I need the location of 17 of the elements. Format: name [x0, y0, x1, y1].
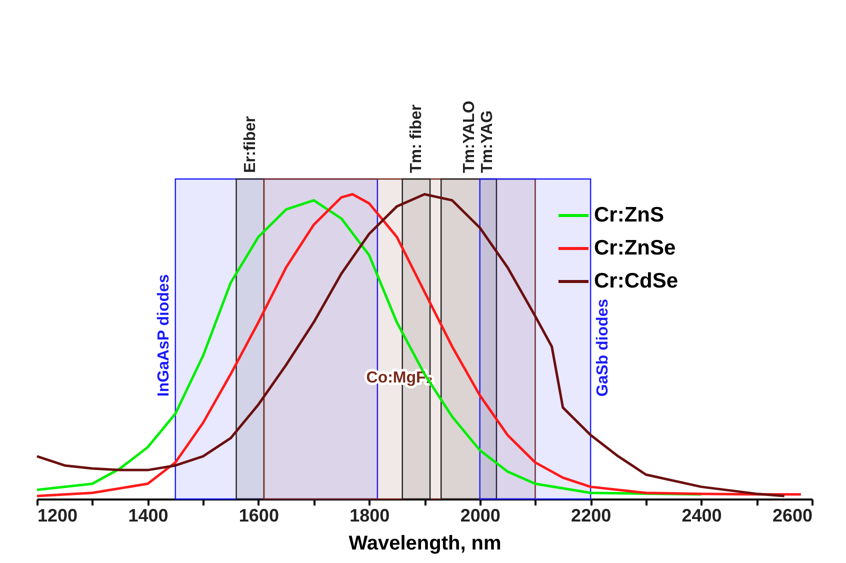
band-label: InGaAsP diodes — [155, 274, 172, 397]
legend-label: Cr:CdSe — [594, 270, 678, 292]
band-label: GaSb diodes — [594, 298, 612, 397]
x-tick-label: 2600 — [772, 506, 812, 526]
x-tick-label: 1400 — [128, 506, 168, 526]
band-label: Tm: fiber — [408, 104, 426, 173]
band-label: Er:fiber — [242, 116, 260, 173]
legend-label: Cr:ZnS — [594, 204, 664, 226]
x-tick-label: 2200 — [571, 506, 612, 526]
x-axis-title: Wavelength, nm — [348, 532, 502, 554]
legend-label: Cr:ZnSe — [594, 236, 676, 260]
x-tick-label: 1200 — [38, 506, 78, 526]
x-tick-label: 2400 — [682, 506, 722, 526]
x-tick-label: 2000 — [460, 506, 500, 526]
band-label: Tm:YALO Tm:YAG — [460, 100, 496, 173]
x-tick-label: 1600 — [238, 506, 279, 526]
x-tick-label: 1800 — [350, 506, 390, 526]
